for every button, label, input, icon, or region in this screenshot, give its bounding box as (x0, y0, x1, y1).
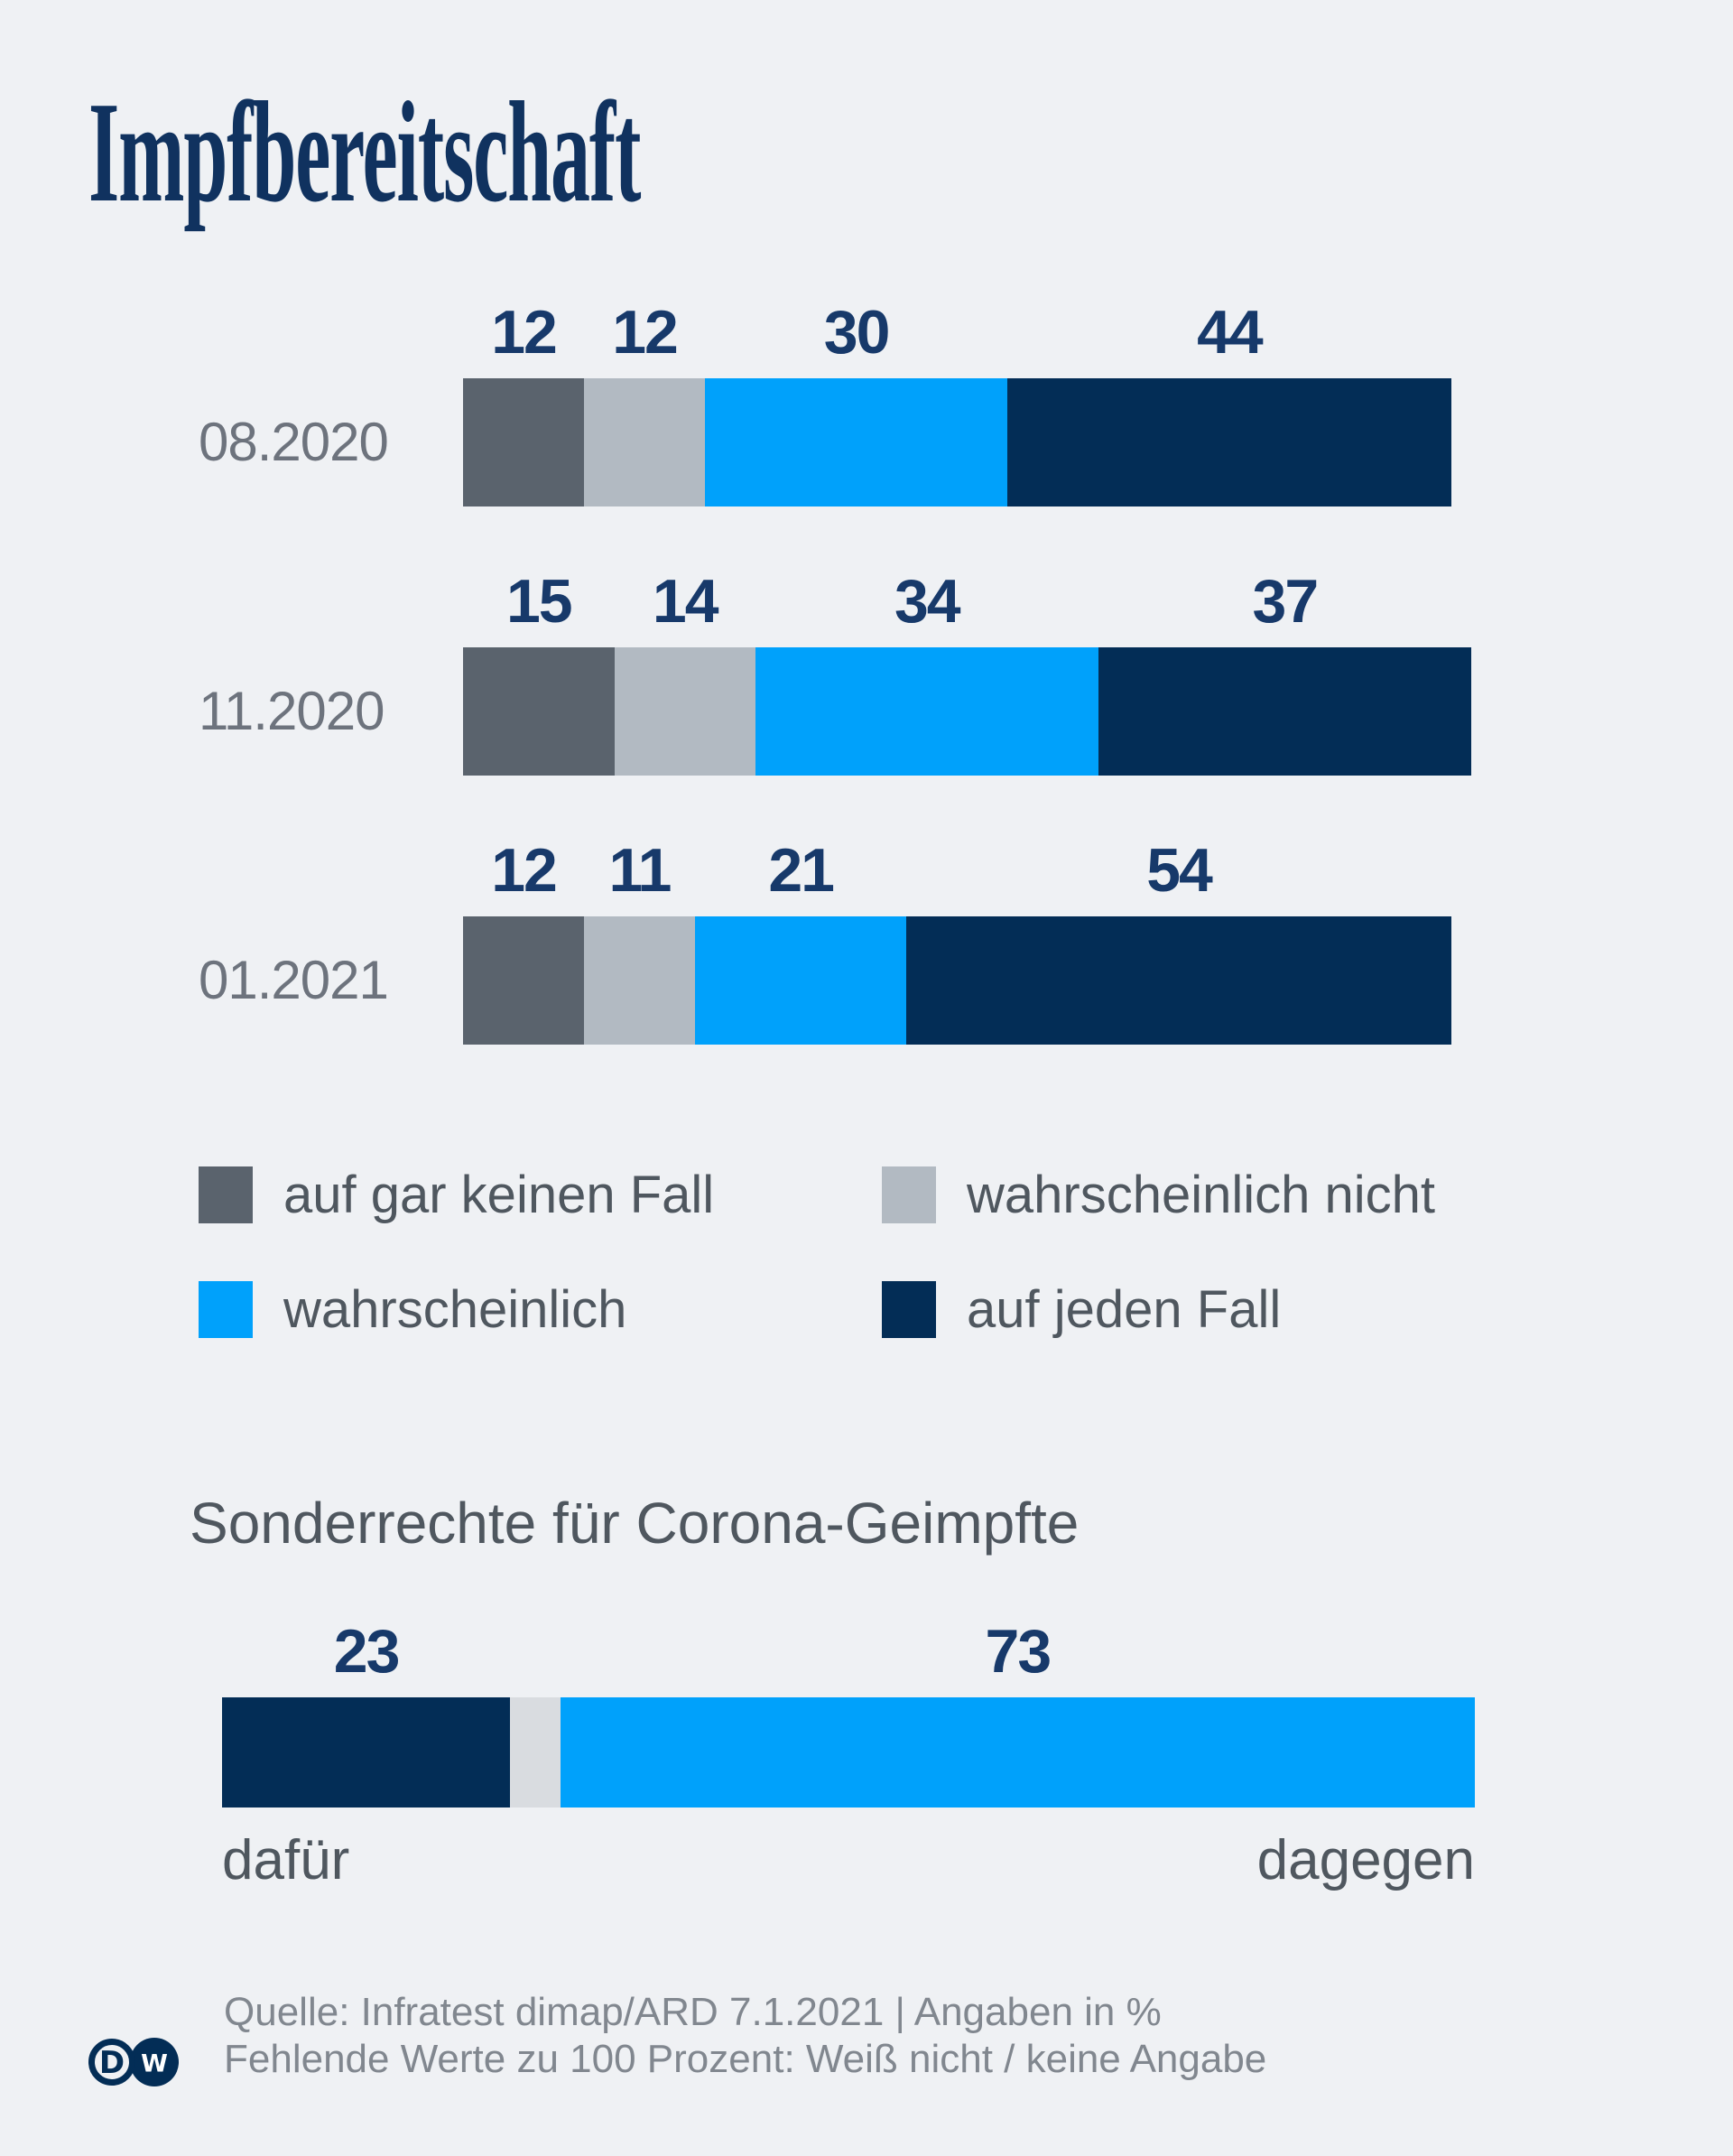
footnote-line: Fehlende Werte zu 100 Prozent: Weiß nich… (224, 2037, 1267, 2081)
value-label: 12 (491, 298, 558, 367)
row-values: 15 14 34 37 (463, 567, 1471, 637)
legend-swatch (882, 1281, 936, 1338)
legend-swatch (199, 1166, 253, 1223)
bar-segment (755, 647, 1098, 776)
legend-label: auf gar keinen Fall (283, 1166, 715, 1224)
legend-swatch (882, 1166, 936, 1223)
subtitle: Sonderrechte für Corona-Geimpfte (190, 1491, 1080, 1556)
legend-item: auf gar keinen Fall (199, 1165, 714, 1225)
source-line: Quelle: Infratest dimap/ARD 7.1.2021 | A… (224, 1990, 1162, 2034)
row-label-08.2020: 08.2020 (199, 412, 389, 472)
dw-logo: D W (88, 2038, 179, 2086)
row-values: 12 12 30 44 (463, 298, 1471, 367)
bottom-bar (222, 1697, 1475, 1808)
legend-item: auf jeden Fall (882, 1279, 1281, 1340)
logo-d-ring (88, 2039, 135, 2086)
bar-segment (614, 647, 755, 776)
bar-segment (694, 916, 907, 1045)
legend-item: wahrscheinlich (199, 1279, 626, 1340)
legend-swatch (199, 1281, 253, 1338)
bar-segment (463, 647, 615, 776)
bottom-bar-values: 23 73 (222, 1617, 1475, 1687)
stacked-bar (463, 916, 1471, 1045)
axis-label-left: dafür (222, 1829, 350, 1891)
stacked-bar (463, 647, 1471, 776)
row-label-11.2020: 11.2020 (199, 681, 385, 741)
bar-segment (222, 1697, 511, 1808)
legend-item: wahrscheinlich nicht (882, 1165, 1435, 1225)
value-label: 37 (1252, 567, 1320, 636)
row-label-01.2021: 01.2021 (199, 950, 389, 1010)
value-label: 12 (491, 836, 558, 905)
bar-segment (463, 378, 585, 506)
value-label: 21 (768, 836, 835, 905)
stacked-bar (463, 378, 1471, 506)
bar-segment (463, 916, 585, 1045)
bar-segment (906, 916, 1451, 1045)
logo-letter-d: D (99, 2045, 125, 2081)
logo-w-circle (130, 2038, 179, 2086)
bar-segment (1007, 378, 1451, 506)
value-label: 23 (333, 1617, 401, 1686)
bar-segment (584, 378, 706, 506)
value-label: 73 (985, 1617, 1052, 1686)
axis-label-right: dagegen (1256, 1829, 1475, 1891)
bar-segment (1098, 647, 1471, 776)
value-label: 54 (1146, 836, 1213, 905)
legend-label: wahrscheinlich nicht (967, 1166, 1436, 1224)
legend-label: wahrscheinlich (283, 1280, 627, 1339)
row-values: 12 11 21 54 (463, 836, 1471, 906)
value-label: 14 (652, 567, 719, 636)
bar-segment (560, 1697, 1475, 1808)
bar-segment (510, 1697, 561, 1808)
value-label: 34 (894, 567, 961, 636)
logo-letter-w: W (141, 2050, 168, 2078)
page-title: Impfbereitschaft (88, 71, 641, 232)
legend: auf gar keinen Fall wahrscheinlich nicht w… (199, 1165, 1643, 1345)
bottom-axis-labels: dafür dagegen (222, 1828, 1475, 1892)
value-label: 30 (823, 298, 891, 367)
legend-label: auf jeden Fall (967, 1280, 1282, 1339)
value-label: 11 (608, 836, 672, 905)
value-label: 44 (1197, 298, 1264, 367)
value-label: 12 (612, 298, 679, 367)
bar-segment (584, 916, 695, 1045)
bar-segment (705, 378, 1008, 506)
value-label: 15 (505, 567, 573, 636)
